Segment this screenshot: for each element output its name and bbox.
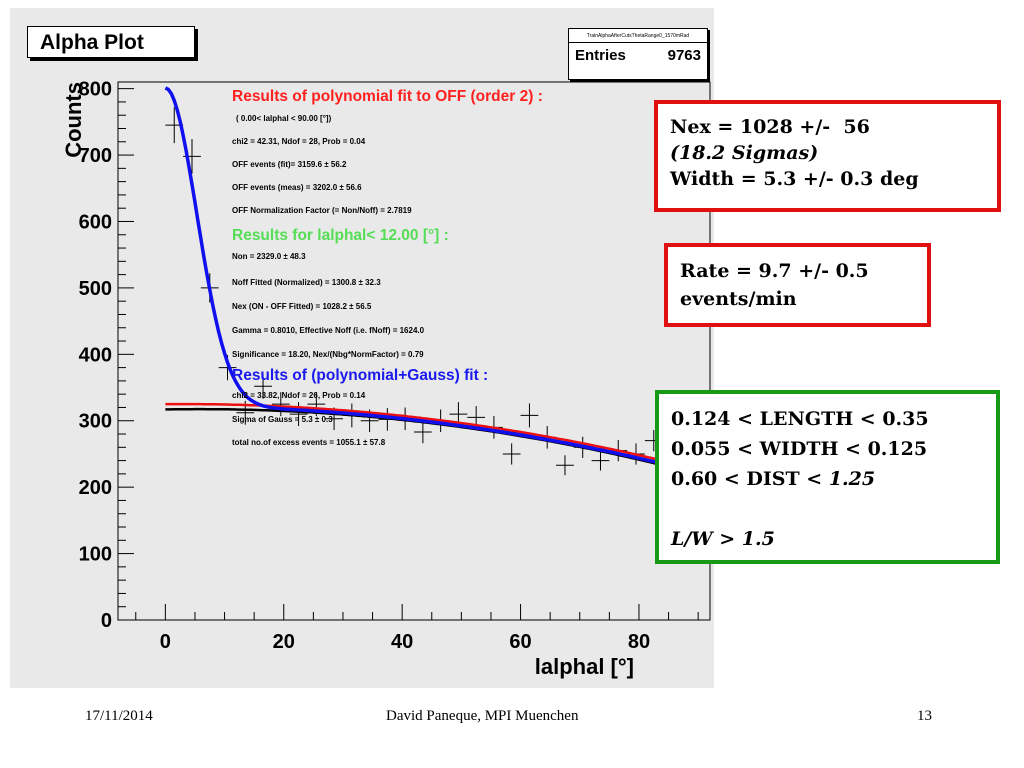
width-cut: 0.055 < WIDTH < 0.125 xyxy=(671,438,928,460)
nex-value: Nex = 1028 +/- 56 xyxy=(670,116,870,138)
x-tick-label: 40 xyxy=(391,631,413,653)
on-results-line: Noff Fitted (Normalized) = 1300.8 ± 32.3 xyxy=(232,278,381,287)
data-point xyxy=(502,443,521,465)
fit-curve-1 xyxy=(165,402,699,471)
histogram-name: TrainAlphaAfterCutsThetaRange0_1570mRad xyxy=(569,29,707,43)
nex-results-box: Nex = 1028 +/- 56 (18.2 Sigmas) Width = … xyxy=(654,100,1001,212)
footer-author: David Paneque, MPI Muenchen xyxy=(386,708,579,724)
off-fit-line: OFF events (fit)= 3159.6 ± 56.2 xyxy=(232,160,347,169)
off-fit-line: ( 0.00< lalphal < 90.00 [°]) xyxy=(236,114,332,123)
significance-value: (18.2 Sigmas) xyxy=(670,142,819,164)
page-number: 13 xyxy=(917,708,932,724)
dist-cut-max: 1.25 xyxy=(828,468,876,490)
x-tick-label: 60 xyxy=(509,631,531,653)
alpha-plot-panel: 0 100 200 300 400 500 600 700 800 0 20 40 60 80 Counts… xyxy=(10,8,714,688)
lw-cut: L/W > 1.5 xyxy=(671,524,996,554)
plot-frame xyxy=(117,81,711,621)
data-point xyxy=(556,455,574,476)
off-fit-header: Results of polynomial fit to OFF (order … xyxy=(232,88,543,105)
stats-box: TrainAlphaAfterCutsThetaRange0_1570mRad … xyxy=(568,28,708,80)
cuts-box: 0.124 < LENGTH < 0.35 0.055 < WIDTH < 0.… xyxy=(655,390,1000,564)
y-tick-label: 700 xyxy=(79,145,112,167)
dist-cut: 0.60 < DIST < 1.25 xyxy=(671,464,996,494)
plot-title: Alpha Plot xyxy=(27,26,195,58)
gauss-fit-line: Sigma of Gauss = 5.3 ± 0.3 xyxy=(232,415,333,424)
on-results-line: Nex (ON - OFF Fitted) = 1028.2 ± 56.5 xyxy=(232,302,372,311)
x-axis-label: lalphal [°] xyxy=(535,654,634,679)
width-value: Width = 5.3 +/- 0.3 deg xyxy=(670,168,919,190)
y-tick-label: 500 xyxy=(79,278,112,300)
entries-label: Entries xyxy=(575,47,626,64)
on-results-line: Significance = 18.20, Nex/(Nbg*NormFacto… xyxy=(232,350,424,359)
data-point xyxy=(591,450,610,471)
on-results-line: Non = 2329.0 ± 48.3 xyxy=(232,252,306,261)
on-results-line: Gamma = 0.8010, Effective Noff (i.e. fNo… xyxy=(232,326,425,335)
alpha-plot-canvas: 0 100 200 300 400 500 600 700 800 0 20 40 60 80 Counts… xyxy=(61,79,711,679)
length-cut: 0.124 < LENGTH < 0.35 xyxy=(671,408,929,430)
entries-value: 9763 xyxy=(667,47,701,64)
dist-cut-label: 0.60 < DIST < xyxy=(671,468,829,490)
y-tick-label: 400 xyxy=(79,344,112,366)
data-point xyxy=(254,373,272,399)
data-point xyxy=(414,420,432,444)
gauss-fit-line: total no.of excess events = 1055.1 ± 57.… xyxy=(232,438,386,447)
lw-cut-value: 1.5 xyxy=(741,528,775,550)
y-tick-label: 300 xyxy=(79,411,112,433)
x-tick-label: 0 xyxy=(160,631,171,653)
off-fit-line: chi2 = 42.31, Ndof = 28, Prob = 0.04 xyxy=(232,137,366,146)
gauss-fit-line: chi2 = 33.82, Ndof = 26, Prob = 0.14 xyxy=(232,391,366,400)
footer-date: 17/11/2014 xyxy=(85,708,153,724)
y-axis-label: Counts xyxy=(61,82,86,158)
y-tick-label: 800 xyxy=(79,79,112,101)
fit-curve-3 xyxy=(164,86,699,475)
rate-unit: events/min xyxy=(680,288,797,310)
gauss-fit-header: Results of (polynomial+Gauss) fit : xyxy=(232,367,488,384)
y-tick-label: 600 xyxy=(79,211,112,233)
data-point xyxy=(520,403,539,428)
y-tick-label: 100 xyxy=(79,544,112,566)
lw-cut-op: > xyxy=(712,528,742,550)
off-fit-line: OFF Normalization Factor (= Non/Noff) = … xyxy=(232,206,412,215)
rate-box: Rate = 9.7 +/- 0.5 events/min xyxy=(664,243,931,327)
x-tick-label: 20 xyxy=(273,631,295,653)
lw-cut-label: L/W xyxy=(671,528,713,550)
rate-value: Rate = 9.7 +/- 0.5 xyxy=(680,260,869,282)
off-fit-line: OFF events (meas) = 3202.0 ± 56.6 xyxy=(232,183,362,192)
x-tick-label: 80 xyxy=(628,631,650,653)
y-tick-label: 0 xyxy=(101,610,112,632)
y-tick-label: 200 xyxy=(79,477,112,499)
on-results-header: Results for lalphal< 12.00 [°] : xyxy=(232,227,449,244)
